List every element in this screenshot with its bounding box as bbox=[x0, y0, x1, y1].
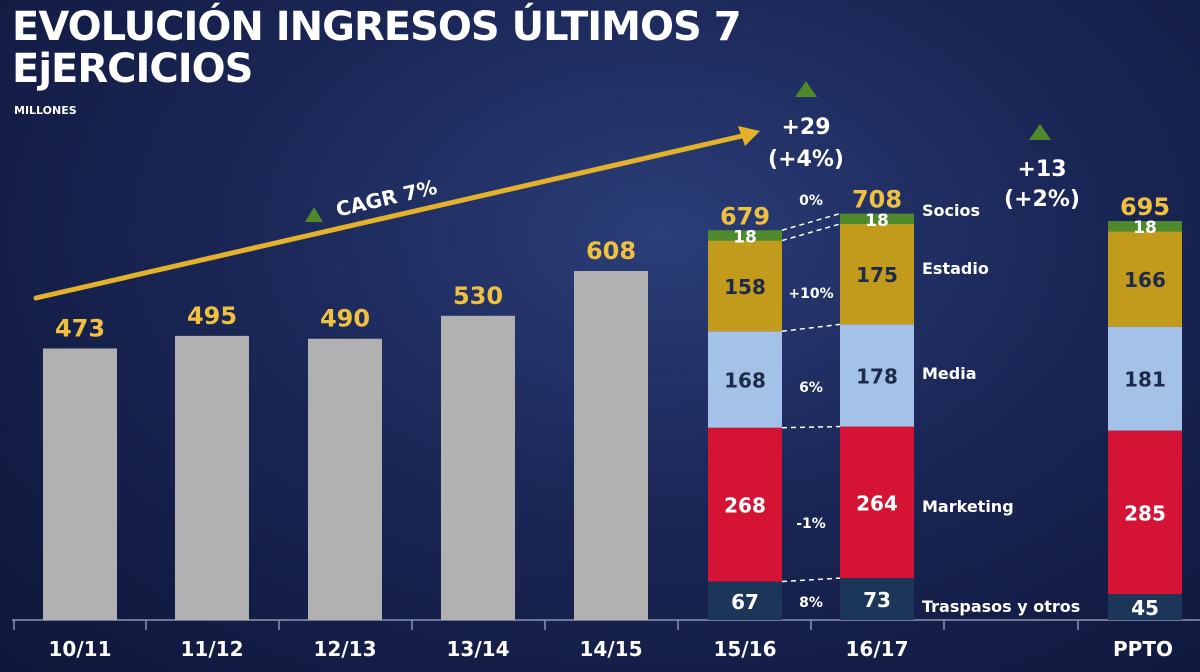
legend-label: Media bbox=[922, 364, 977, 383]
segment-value: 18 bbox=[865, 211, 889, 231]
delta-pct: (+4%) bbox=[768, 147, 844, 172]
segment-marketing bbox=[840, 426, 914, 579]
total-label: 495 bbox=[187, 302, 237, 330]
segment-value: 181 bbox=[1124, 368, 1166, 392]
up-triangle-icon bbox=[305, 207, 323, 222]
segment-estadio bbox=[1108, 231, 1182, 327]
legend-label: Marketing bbox=[922, 497, 1014, 516]
legend-label: Traspasos y otros bbox=[922, 597, 1080, 616]
segment-estadio bbox=[708, 240, 782, 332]
segment-value: 67 bbox=[731, 590, 759, 614]
change-percent: 6% bbox=[799, 380, 823, 396]
segment-traspasos-y-otros bbox=[1108, 594, 1182, 620]
bar-12/13 bbox=[308, 338, 382, 620]
segment-socios bbox=[840, 213, 914, 224]
up-triangle-icon bbox=[795, 81, 817, 97]
x-tick-label: 16/17 bbox=[846, 637, 909, 661]
connector-dashed-line bbox=[781, 577, 841, 583]
legend-label: Socios bbox=[922, 201, 980, 220]
segment-value: 264 bbox=[856, 491, 898, 515]
delta-abs: +29 bbox=[781, 115, 830, 140]
change-percent: -1% bbox=[796, 516, 826, 532]
segment-value: 178 bbox=[856, 364, 898, 388]
segment-media bbox=[840, 324, 914, 427]
total-label: 530 bbox=[453, 282, 503, 310]
segment-estadio bbox=[840, 223, 914, 325]
x-tick-label: 15/16 bbox=[714, 637, 777, 661]
x-tick-label: 12/13 bbox=[314, 637, 377, 661]
cagr-label: CAGR 7% bbox=[334, 175, 440, 222]
cagr-arrow-line bbox=[33, 133, 745, 301]
cagr-arrow-head bbox=[738, 126, 760, 146]
x-tick-label: 14/15 bbox=[580, 637, 643, 661]
connector-dashed-line bbox=[781, 425, 841, 429]
total-label: 473 bbox=[55, 314, 105, 342]
change-percent: 0% bbox=[799, 193, 823, 209]
x-tick-label: 11/12 bbox=[181, 637, 244, 661]
segment-socios bbox=[708, 230, 782, 241]
bar-10/11 bbox=[43, 348, 117, 620]
segment-traspasos-y-otros bbox=[840, 578, 914, 620]
total-label: 608 bbox=[586, 237, 636, 265]
segment-value: 18 bbox=[1133, 218, 1157, 238]
delta-pct: (+2%) bbox=[1004, 187, 1080, 212]
total-label: 708 bbox=[852, 186, 902, 214]
total-label: 679 bbox=[720, 202, 770, 230]
bar-13/14 bbox=[441, 315, 515, 620]
segment-value: 45 bbox=[1131, 596, 1159, 620]
total-label: 490 bbox=[320, 305, 370, 333]
bar-14/15 bbox=[574, 271, 648, 620]
x-tick-label: 13/14 bbox=[447, 637, 510, 661]
delta-abs: +13 bbox=[1017, 157, 1066, 182]
x-tick-label: PPTO bbox=[1113, 637, 1173, 661]
segment-value: 268 bbox=[724, 494, 766, 518]
chart-title: EVOLUCIÓN INGRESOS ÚLTIMOS 7 EjERCICIOS bbox=[12, 4, 742, 92]
connector-dashed-line bbox=[781, 223, 841, 242]
connector-dashed-line bbox=[781, 212, 841, 231]
chart-subtitle: MILLONES bbox=[14, 104, 77, 117]
segment-media bbox=[708, 331, 782, 428]
segment-value: 18 bbox=[733, 227, 757, 247]
segment-value: 168 bbox=[724, 368, 766, 392]
connector-dashed-line bbox=[781, 323, 841, 333]
segment-value: 166 bbox=[1124, 268, 1166, 292]
legend-label: Estadio bbox=[922, 259, 989, 278]
segment-value: 73 bbox=[863, 588, 891, 612]
segment-marketing bbox=[708, 427, 782, 582]
change-percent: +10% bbox=[788, 286, 833, 302]
segment-value: 285 bbox=[1124, 501, 1166, 525]
segment-traspasos-y-otros bbox=[708, 581, 782, 620]
segment-socios bbox=[1108, 221, 1182, 232]
segment-media bbox=[1108, 326, 1182, 431]
bar-11/12 bbox=[175, 335, 249, 620]
x-tick-label: 10/11 bbox=[49, 637, 112, 661]
segment-value: 175 bbox=[856, 263, 898, 287]
total-label: 695 bbox=[1120, 193, 1170, 221]
segment-value: 158 bbox=[724, 275, 766, 299]
up-triangle-icon bbox=[1029, 124, 1051, 140]
change-percent: 8% bbox=[799, 595, 823, 611]
segment-marketing bbox=[1108, 430, 1182, 595]
